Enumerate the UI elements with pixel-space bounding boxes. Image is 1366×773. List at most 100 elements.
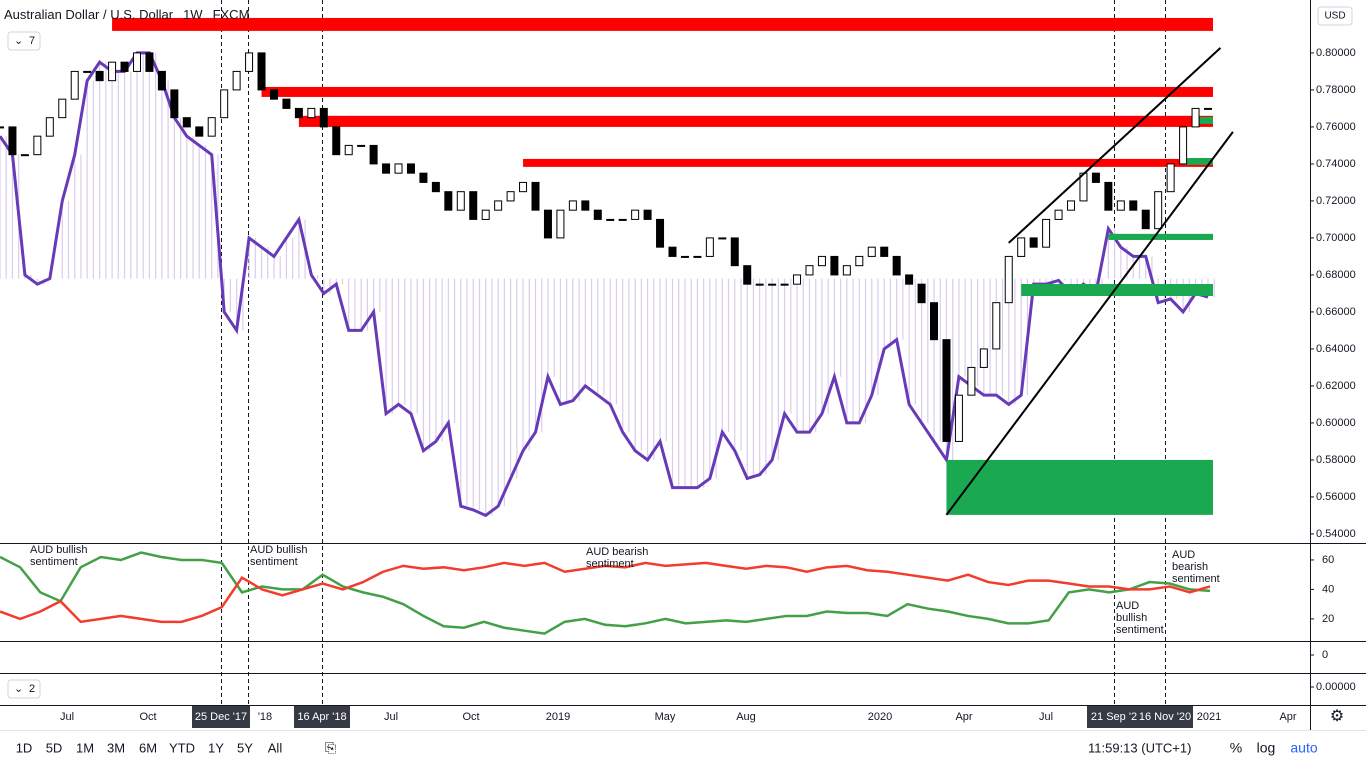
candle — [1191, 107, 1200, 128]
y-tick-label: 40 — [1322, 583, 1334, 595]
candle — [369, 144, 378, 165]
range-button[interactable]: 5D — [46, 740, 63, 755]
event-lines — [221, 0, 1166, 705]
y-tick-label: 0.62000 — [1316, 380, 1356, 392]
zone — [298, 115, 1213, 127]
candle — [892, 255, 901, 276]
candle — [20, 154, 29, 157]
candle — [1017, 237, 1026, 257]
candle — [494, 200, 503, 211]
y-tick-label: 0.64000 — [1316, 343, 1356, 355]
annotation-line: sentiment — [1172, 573, 1220, 585]
candle — [967, 366, 976, 396]
candle — [232, 70, 241, 91]
currency: USD — [1324, 11, 1345, 22]
x-tick-label: 16 Nov '20 — [1139, 711, 1191, 723]
range-button[interactable]: 1M — [76, 740, 94, 755]
annotation: AUD bearish sentiment — [586, 546, 648, 570]
candle — [282, 98, 291, 109]
annotation-line: sentiment — [30, 556, 78, 568]
x-tick-label: Jul — [1039, 711, 1053, 723]
candle — [419, 172, 428, 183]
trendline — [945, 131, 1234, 516]
indicators-caret: ⌄ — [14, 35, 23, 47]
zone — [523, 158, 1213, 167]
candle — [95, 70, 104, 82]
scale-option[interactable]: % — [1230, 740, 1242, 756]
range-button[interactable]: 5Y — [237, 740, 253, 755]
candle — [195, 126, 204, 137]
annotation-line: sentiment — [1116, 624, 1164, 636]
candle — [1204, 107, 1212, 110]
range-button[interactable]: YTD — [169, 740, 195, 755]
annotation-line: bearish — [1172, 561, 1208, 573]
candle — [1141, 209, 1150, 230]
annotation-line: AUD — [1116, 600, 1139, 612]
range-button[interactable]: 6M — [139, 740, 157, 755]
annotation-line: AUD — [1172, 549, 1195, 561]
annotation-line: AUD bullish — [250, 544, 307, 556]
x-tick-label: Jul — [60, 711, 74, 723]
range-button[interactable]: 3M — [107, 740, 125, 755]
indicators-toggle[interactable] — [7, 31, 41, 51]
x-tick-label: Oct — [462, 711, 479, 723]
candle — [108, 61, 117, 82]
candle — [556, 209, 565, 239]
candle — [357, 144, 366, 147]
panes-toggle[interactable] — [7, 679, 41, 699]
y-tick-label: 0 — [1322, 649, 1328, 661]
candle — [606, 218, 615, 221]
indicator-count: 7 — [29, 35, 35, 47]
scale-option[interactable]: auto — [1290, 740, 1317, 756]
x-tick-label: 2020 — [868, 711, 892, 723]
candle — [1179, 126, 1188, 165]
candle — [1029, 237, 1038, 248]
candle — [1042, 218, 1051, 248]
x-tick-label: 16 Apr '18 — [297, 711, 346, 723]
x-tick-label: 21 Sep '2 — [1091, 711, 1137, 723]
y-tick-label: 0.00000 — [1316, 681, 1356, 693]
x-tick-label: Oct — [139, 711, 156, 723]
candle — [656, 218, 665, 248]
candle — [743, 265, 752, 285]
candle — [344, 144, 353, 156]
candle — [481, 209, 490, 220]
annotation-line: sentiment — [250, 556, 298, 568]
replay-icon[interactable]: ⎘ — [325, 740, 336, 756]
candle — [618, 218, 627, 221]
candle — [257, 52, 266, 91]
x-tick-label: '18 — [258, 711, 272, 723]
x-tick-label: Apr — [955, 711, 972, 723]
candle — [543, 209, 552, 239]
candle — [817, 255, 826, 267]
y-tick-label: 0.66000 — [1316, 306, 1356, 318]
range-button[interactable]: All — [268, 740, 283, 755]
annotation-line: AUD bullish — [30, 544, 87, 556]
candle — [593, 209, 602, 220]
positioning-line — [0, 51, 1209, 518]
sentiment-line — [0, 551, 1211, 635]
settings-icon[interactable]: ⚙ — [1330, 708, 1344, 725]
collapsed-count: 2 — [29, 683, 35, 695]
range-button[interactable]: 1Y — [208, 740, 224, 755]
candle — [519, 181, 528, 193]
candle — [45, 117, 54, 137]
candle — [406, 163, 415, 174]
y-tick-label: 0.56000 — [1316, 491, 1356, 503]
zone — [261, 86, 1214, 97]
symbol-title: Australian Dollar / U.S. Dollar 1W FXCM — [4, 7, 249, 22]
currency-button[interactable] — [1317, 6, 1353, 26]
candle — [157, 70, 166, 91]
candle — [705, 237, 714, 257]
scale-option[interactable]: log — [1257, 740, 1276, 756]
candle — [294, 107, 303, 119]
crosshair-label-bg — [192, 706, 250, 728]
candle — [1154, 191, 1163, 230]
range-button[interactable]: 1D — [16, 740, 33, 755]
annotation: AUD bullish sentiment — [250, 544, 307, 568]
candle — [930, 302, 939, 341]
candle — [382, 163, 391, 174]
candle — [793, 274, 802, 285]
y-tick-label: 0.76000 — [1316, 121, 1356, 133]
x-tick-label: 25 Dec '17 — [195, 711, 247, 723]
